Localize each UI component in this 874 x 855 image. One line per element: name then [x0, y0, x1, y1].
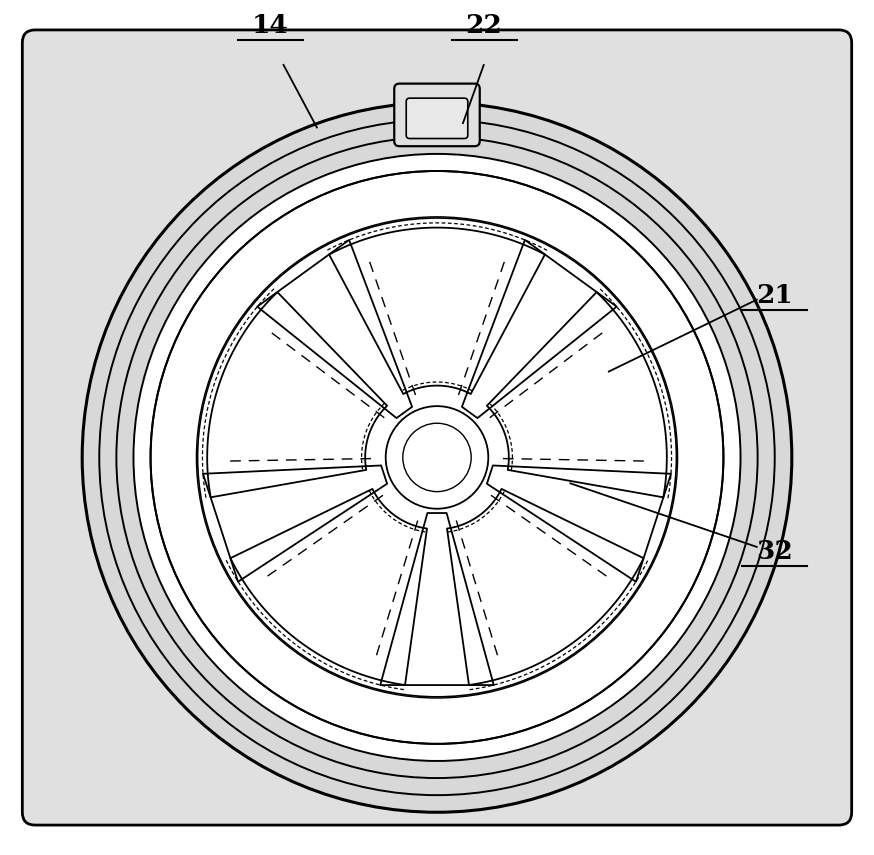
Circle shape: [403, 423, 471, 492]
Circle shape: [385, 406, 489, 509]
Polygon shape: [231, 489, 427, 685]
Circle shape: [134, 154, 740, 761]
Text: 21: 21: [756, 283, 793, 308]
Bar: [395, 124, 479, 145]
Circle shape: [150, 171, 724, 744]
Text: 22: 22: [466, 14, 503, 38]
Polygon shape: [329, 227, 545, 394]
FancyBboxPatch shape: [406, 98, 468, 139]
Polygon shape: [447, 489, 643, 685]
Circle shape: [82, 103, 792, 812]
FancyBboxPatch shape: [394, 84, 480, 146]
Polygon shape: [257, 240, 412, 418]
Text: 14: 14: [252, 14, 288, 38]
Text: 32: 32: [756, 540, 793, 564]
Polygon shape: [380, 513, 494, 685]
Polygon shape: [462, 240, 617, 418]
FancyBboxPatch shape: [23, 30, 851, 825]
Polygon shape: [203, 465, 387, 581]
Polygon shape: [207, 292, 387, 498]
Polygon shape: [487, 465, 671, 581]
Polygon shape: [487, 292, 667, 498]
